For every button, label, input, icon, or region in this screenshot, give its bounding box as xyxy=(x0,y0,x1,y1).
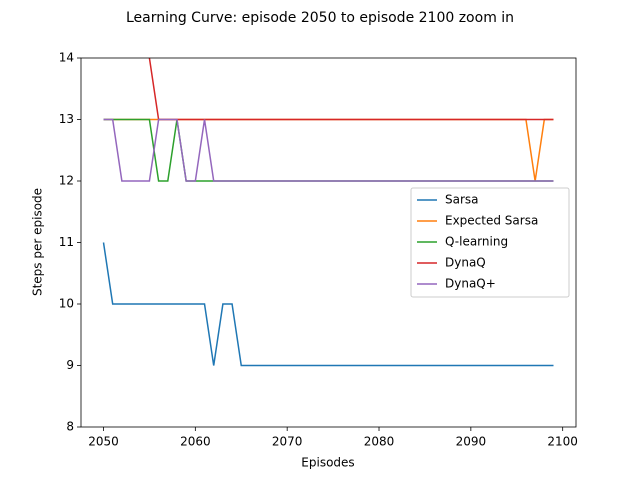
legend-label: Q-learning xyxy=(445,235,508,249)
plot-area xyxy=(102,58,554,367)
x-tick-label: 2060 xyxy=(180,435,211,449)
legend-label: Sarsa xyxy=(445,193,479,207)
legend-label: Expected Sarsa xyxy=(445,214,538,228)
legend-label: DynaQ xyxy=(445,256,486,270)
y-tick-label: 12 xyxy=(59,174,74,188)
chart-title: Learning Curve: episode 2050 to episode … xyxy=(126,10,514,26)
y-tick-label: 8 xyxy=(66,420,74,434)
x-tick-label: 2050 xyxy=(88,435,119,449)
y-tick-label: 9 xyxy=(66,358,74,372)
legend-box xyxy=(410,187,570,298)
x-tick-label: 2090 xyxy=(456,435,487,449)
y-tick-label: 11 xyxy=(59,235,74,249)
line-series xyxy=(102,242,554,367)
x-tick-label: 2080 xyxy=(364,435,395,449)
line-series xyxy=(148,58,554,121)
y-axis-label: Steps per episode xyxy=(31,188,45,296)
x-tick-label: 2100 xyxy=(547,435,578,449)
legend-label: DynaQ+ xyxy=(445,277,496,291)
x-tick-label: 2070 xyxy=(272,435,303,449)
line-series xyxy=(103,118,554,182)
y-tick-label: 13 xyxy=(59,112,74,126)
y-tick-label: 14 xyxy=(59,51,74,65)
x-axis-label: Episodes xyxy=(301,456,354,470)
y-tick-label: 10 xyxy=(59,297,74,311)
